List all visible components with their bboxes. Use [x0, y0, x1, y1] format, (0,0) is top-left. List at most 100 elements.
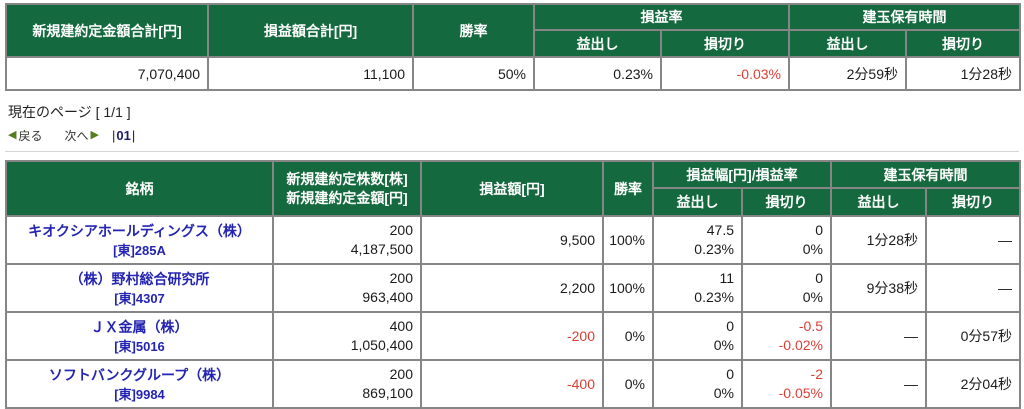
summary-time-profit-value: 2分59秒 — [788, 56, 907, 91]
summary-subheader-time-loss: 損切り — [905, 29, 1021, 58]
profit-width-value: 11 — [719, 270, 734, 286]
summary-header-total-new-amount: 新規建約定金額合計[円] — [5, 3, 209, 58]
loss-rate-value: -0.05% — [778, 385, 823, 401]
qty-value: 200 — [389, 366, 413, 382]
pagination-nav: ◀ 戻る 次へ ▶ |01| — [8, 127, 1019, 144]
detail-header-win-rate: 勝率 — [602, 160, 654, 217]
summary-subheader-pl-loss: 損切り — [660, 29, 790, 58]
next-button[interactable]: 次へ ▶ — [64, 127, 98, 144]
summary-header-pl-rate: 損益率 — [533, 3, 790, 31]
win-rate-value: 100% — [602, 215, 654, 265]
back-button[interactable]: ◀ 戻る — [8, 127, 42, 144]
time-profit-value: ― — [830, 311, 927, 361]
table-row: キオクシアホールディングス（株） [東]285A 200 4,187,500 9… — [5, 215, 1021, 265]
detail-subheader-time-profit: 益出し — [830, 187, 927, 217]
amount-value: 4,187,500 — [350, 241, 413, 257]
loss-width-rate-cell: 0 0% — [741, 215, 832, 265]
detail-subheader-pl-profit: 益出し — [652, 187, 743, 217]
detail-header-pl: 損益額[円] — [420, 160, 604, 217]
loss-width-rate-cell: -0.5 -0.02% — [741, 311, 832, 361]
summary-subheader-pl-profit: 益出し — [533, 29, 662, 58]
loss-width-value: 0 — [815, 270, 823, 286]
page-number: 01 — [116, 128, 131, 143]
time-loss-value: 0分57秒 — [925, 311, 1021, 361]
summary-time-loss-value: 1分28秒 — [905, 56, 1021, 91]
detail-header-pl-width-rate: 損益幅[円]/損益率 — [652, 160, 832, 189]
profit-width-rate-cell: 0 0% — [652, 311, 743, 361]
profit-width-value: 47.5 — [706, 222, 734, 238]
summary-total-pl-value: 11,100 — [207, 56, 414, 91]
table-row: ソフトバンクグループ（株） [東]9984 200 869,100 -400 0… — [5, 359, 1021, 409]
profit-width-value: 0 — [726, 366, 734, 382]
time-profit-value: 1分28秒 — [830, 215, 927, 265]
loss-width-value: -0.5 — [798, 318, 823, 334]
qty-value: 200 — [389, 270, 413, 286]
profit-width-rate-cell: 47.5 0.23% — [652, 215, 743, 265]
qty-amount-cell: 200 4,187,500 — [272, 215, 422, 265]
detail-header-holding-time: 建玉保有時間 — [830, 160, 1021, 189]
stock-cell: ＪＸ金属（株） [東]5016 — [5, 311, 274, 361]
summary-total-new-amount-value: 7,070,400 — [5, 56, 209, 91]
profit-width-value: 0 — [726, 318, 734, 334]
loss-rate-value: -0.02% — [778, 337, 823, 353]
stock-cell: キオクシアホールディングス（株） [東]285A — [5, 215, 274, 265]
qty-value: 200 — [389, 222, 413, 238]
amount-value: 963,400 — [362, 289, 413, 305]
summary-header-total-pl: 損益額合計[円] — [207, 3, 414, 58]
time-loss-value: ― — [925, 263, 1021, 313]
summary-header-holding-time: 建玉保有時間 — [788, 3, 1021, 31]
detail-header-amount: 新規建約定金額[円] — [286, 189, 408, 206]
summary-data-row: 7,070,400 11,100 50% 0.23% -0.03% 2分59秒 … — [5, 56, 1021, 91]
summary-table: 新規建約定金額合計[円] 損益額合計[円] 勝率 損益率 建玉保有時間 益出し … — [5, 3, 1021, 91]
win-rate-value: 0% — [602, 311, 654, 361]
qty-amount-cell: 400 1,050,400 — [272, 311, 422, 361]
next-arrow-icon: ▶ — [90, 129, 99, 141]
profit-rate-value: 0.23% — [694, 289, 734, 305]
indicator-bar-left: | — [111, 128, 116, 143]
profit-width-rate-cell: 11 0.23% — [652, 263, 743, 313]
stock-name-link[interactable]: ソフトバンクグループ（株） — [48, 366, 231, 383]
time-profit-value: 9分38秒 — [830, 263, 927, 313]
stock-name-link[interactable]: （株）野村総合研究所 — [69, 270, 210, 287]
qty-amount-cell: 200 963,400 — [272, 263, 422, 313]
table-row: ＪＸ金属（株） [東]5016 400 1,050,400 -200 0% 0 … — [5, 311, 1021, 361]
summary-pl-rate-profit-value: 0.23% — [533, 56, 662, 91]
pl-value: 2,200 — [420, 263, 604, 313]
summary-pl-rate-loss-value: -0.03% — [660, 56, 790, 91]
stock-code: [東]5016 — [114, 338, 165, 354]
time-loss-value: 2分04秒 — [925, 359, 1021, 409]
detail-table: 銘柄 新規建約定株数[株] 新規建約定金額[円] 損益額[円] 勝率 損益幅[円… — [5, 160, 1021, 409]
detail-subheader-time-loss: 損切り — [925, 187, 1021, 217]
current-page-label: 現在のページ [ 1/1 ] — [8, 104, 131, 120]
summary-header-win-rate: 勝率 — [412, 3, 535, 58]
stock-code: [東]4307 — [114, 290, 165, 306]
stock-name-link[interactable]: キオクシアホールディングス（株） — [28, 222, 251, 239]
amount-value: 869,100 — [362, 385, 413, 401]
stock-cell: （株）野村総合研究所 [東]4307 — [5, 263, 274, 313]
pl-value: 9,500 — [420, 215, 604, 265]
time-profit-value: ― — [830, 359, 927, 409]
section-divider — [5, 151, 1019, 152]
stock-code: [東]285A — [113, 242, 166, 258]
pl-value: -400 — [420, 359, 604, 409]
page-indicator[interactable]: |01| — [112, 128, 135, 143]
summary-win-rate-value: 50% — [412, 56, 535, 91]
stock-name-link[interactable]: ＪＸ金属（株） — [90, 318, 189, 335]
win-rate-value: 100% — [602, 263, 654, 313]
back-button-label: 戻る — [18, 129, 43, 143]
loss-width-value: 0 — [815, 222, 823, 238]
loss-rate-value: 0% — [802, 241, 823, 257]
profit-width-rate-cell: 0 0% — [652, 359, 743, 409]
loss-width-rate-cell: -2 -0.05% — [741, 359, 832, 409]
pl-value: -200 — [420, 311, 604, 361]
loss-width-value: -2 — [810, 366, 823, 382]
loss-width-rate-cell: 0 0% — [741, 263, 832, 313]
loss-rate-value: 0% — [802, 289, 823, 305]
next-button-label: 次へ — [64, 129, 89, 143]
detail-subheader-pl-loss: 損切り — [741, 187, 832, 217]
indicator-bar-right: | — [131, 128, 136, 143]
back-arrow-icon: ◀ — [8, 129, 17, 141]
stock-code: [東]9984 — [114, 386, 165, 402]
qty-amount-cell: 200 869,100 — [272, 359, 422, 409]
